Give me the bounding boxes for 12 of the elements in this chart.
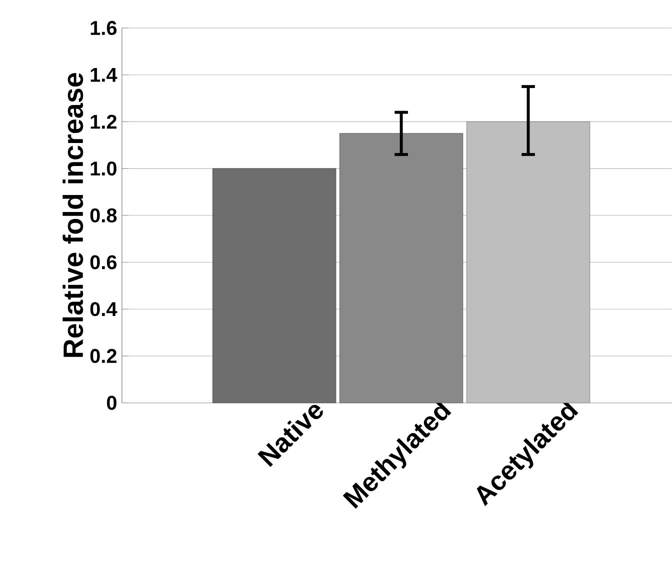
- bar: [339, 133, 464, 404]
- y-tick-label: 1.0: [90, 162, 116, 176]
- y-tick-label: 0.8: [90, 208, 117, 223]
- y-tick-label: 0.6: [90, 255, 117, 270]
- y-tick-label: 0.4: [90, 302, 118, 316]
- y-tick-label: 0: [106, 396, 116, 410]
- y-tick-label: 0.2: [90, 349, 116, 364]
- y-tick-label: 1.2: [90, 114, 116, 129]
- y-tick-label: 1.6: [90, 21, 117, 36]
- bar: [212, 168, 336, 404]
- y-tick-label: 1.4: [90, 68, 118, 82]
- y-axis-title: Relative fold increase: [62, 73, 84, 357]
